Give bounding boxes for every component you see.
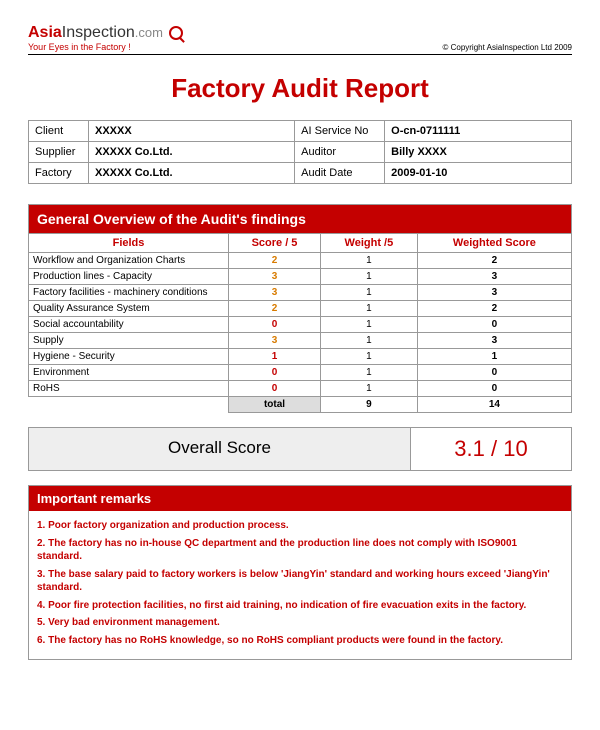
info-service-label: AI Service No xyxy=(295,121,385,142)
logo-brand-inspection: Inspection xyxy=(62,24,135,41)
field-score: 3 xyxy=(229,269,321,285)
field-wscore: 1 xyxy=(417,349,571,365)
info-supplier-label: Supplier xyxy=(29,142,89,163)
info-factory-label: Factory xyxy=(29,163,89,184)
logo-suffix: .com xyxy=(135,25,163,40)
field-wscore: 3 xyxy=(417,269,571,285)
field-wscore: 3 xyxy=(417,333,571,349)
field-score: 0 xyxy=(229,317,321,333)
info-client-label: Client xyxy=(29,121,89,142)
overview-total-row: total 9 14 xyxy=(29,397,572,413)
total-label: total xyxy=(229,397,321,413)
logo-brand-asia: Asia xyxy=(28,24,62,41)
col-fields: Fields xyxy=(29,234,229,253)
field-name: Quality Assurance System xyxy=(29,301,229,317)
info-auditor-label: Auditor xyxy=(295,142,385,163)
field-weight: 1 xyxy=(321,269,418,285)
field-weight: 1 xyxy=(321,301,418,317)
field-wscore: 0 xyxy=(417,381,571,397)
field-name: Environment xyxy=(29,365,229,381)
info-supplier-value: XXXXX Co.Ltd. xyxy=(89,142,295,163)
table-row: Factory XXXXX Co.Ltd. Audit Date 2009-01… xyxy=(29,163,572,184)
table-row: Factory facilities - machinery condition… xyxy=(29,285,572,301)
field-weight: 1 xyxy=(321,381,418,397)
total-wscore: 14 xyxy=(417,397,571,413)
col-score: Score / 5 xyxy=(229,234,321,253)
field-wscore: 2 xyxy=(417,253,571,269)
page: AsiaInspection.com Your Eyes in the Fact… xyxy=(0,0,600,684)
overview-table: General Overview of the Audit's findings… xyxy=(28,204,572,413)
remark-item: 1. Poor factory organization and product… xyxy=(37,519,563,533)
info-service-value: O-cn-0711111 xyxy=(385,121,572,142)
field-weight: 1 xyxy=(321,365,418,381)
remarks-box: Important remarks 1. Poor factory organi… xyxy=(28,485,572,660)
table-row: Client XXXXX AI Service No O-cn-0711111 xyxy=(29,121,572,142)
logo: AsiaInspection.com Your Eyes in the Fact… xyxy=(28,24,183,52)
remark-item: 4. Poor fire protection facilities, no f… xyxy=(37,599,563,613)
overall-value: 3.1 / 10 xyxy=(411,428,571,470)
field-score: 2 xyxy=(229,253,321,269)
field-name: Factory facilities - machinery condition… xyxy=(29,285,229,301)
remarks-body: 1. Poor factory organization and product… xyxy=(29,511,571,659)
table-row: Workflow and Organization Charts212 xyxy=(29,253,572,269)
table-row: Hygiene - Security111 xyxy=(29,349,572,365)
table-row: Supply313 xyxy=(29,333,572,349)
field-weight: 1 xyxy=(321,317,418,333)
overview-banner: General Overview of the Audit's findings xyxy=(29,205,572,234)
table-row: Quality Assurance System212 xyxy=(29,301,572,317)
total-weight: 9 xyxy=(321,397,418,413)
info-factory-value: XXXXX Co.Ltd. xyxy=(89,163,295,184)
field-weight: 1 xyxy=(321,253,418,269)
col-wscore: Weighted Score xyxy=(417,234,571,253)
field-name: Social accountability xyxy=(29,317,229,333)
field-wscore: 3 xyxy=(417,285,571,301)
field-wscore: 0 xyxy=(417,317,571,333)
logo-wordmark: AsiaInspection.com xyxy=(28,24,183,42)
table-row: Social accountability010 xyxy=(29,317,572,333)
field-name: Supply xyxy=(29,333,229,349)
table-row: Production lines - Capacity313 xyxy=(29,269,572,285)
copyright: © Copyright AsiaInspection Ltd 2009 xyxy=(442,43,572,52)
info-table: Client XXXXX AI Service No O-cn-0711111 … xyxy=(28,120,572,184)
remark-item: 3. The base salary paid to factory worke… xyxy=(37,568,563,595)
remark-item: 2. The factory has no in-house QC depart… xyxy=(37,537,563,564)
field-wscore: 0 xyxy=(417,365,571,381)
field-score: 0 xyxy=(229,381,321,397)
magnifier-icon xyxy=(169,26,183,40)
field-name: Production lines - Capacity xyxy=(29,269,229,285)
info-date-label: Audit Date xyxy=(295,163,385,184)
info-client-value: XXXXX xyxy=(89,121,295,142)
field-weight: 1 xyxy=(321,349,418,365)
field-score: 3 xyxy=(229,333,321,349)
field-wscore: 2 xyxy=(417,301,571,317)
table-row: Supplier XXXXX Co.Ltd. Auditor Billy XXX… xyxy=(29,142,572,163)
col-weight: Weight /5 xyxy=(321,234,418,253)
field-weight: 1 xyxy=(321,333,418,349)
field-weight: 1 xyxy=(321,285,418,301)
remark-item: 5. Very bad environment management. xyxy=(37,616,563,630)
info-date-value: 2009-01-10 xyxy=(385,163,572,184)
overall-label: Overall Score xyxy=(29,428,411,470)
field-name: RoHS xyxy=(29,381,229,397)
field-score: 2 xyxy=(229,301,321,317)
field-score: 0 xyxy=(229,365,321,381)
page-title: Factory Audit Report xyxy=(28,73,572,104)
remarks-banner: Important remarks xyxy=(29,486,571,511)
table-row: Environment010 xyxy=(29,365,572,381)
info-auditor-value: Billy XXXX xyxy=(385,142,572,163)
field-name: Hygiene - Security xyxy=(29,349,229,365)
field-score: 3 xyxy=(229,285,321,301)
remark-item: 6. The factory has no RoHS knowledge, so… xyxy=(37,634,563,648)
field-score: 1 xyxy=(229,349,321,365)
field-name: Workflow and Organization Charts xyxy=(29,253,229,269)
overview-header-row: Fields Score / 5 Weight /5 Weighted Scor… xyxy=(29,234,572,253)
overall-score-box: Overall Score 3.1 / 10 xyxy=(28,427,572,471)
table-row: RoHS010 xyxy=(29,381,572,397)
logo-tagline: Your Eyes in the Factory ! xyxy=(28,42,183,52)
header: AsiaInspection.com Your Eyes in the Fact… xyxy=(28,24,572,55)
